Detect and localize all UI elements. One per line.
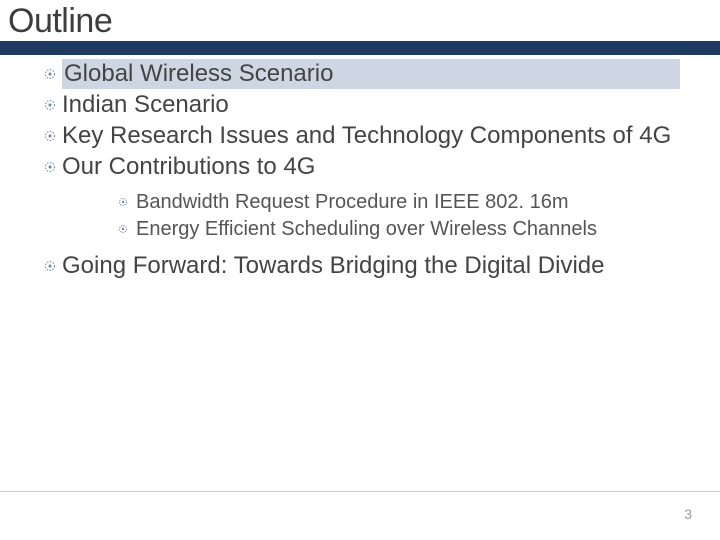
bullet-icon xyxy=(40,59,62,89)
slide: Outline Global Wireless Scenario Indian … xyxy=(0,0,720,540)
outline-item: Our Contributions to 4G xyxy=(40,152,712,182)
bullet-icon xyxy=(40,251,62,281)
bullet-icon xyxy=(40,152,62,182)
footer-divider xyxy=(0,491,720,492)
outline-item: Key Research Issues and Technology Compo… xyxy=(40,121,712,151)
outline-item-text: Indian Scenario xyxy=(62,90,229,120)
outline-item-text: Going Forward: Towards Bridging the Digi… xyxy=(62,251,604,281)
outline-item: Going Forward: Towards Bridging the Digi… xyxy=(40,251,712,281)
bullet-icon xyxy=(116,189,136,215)
bullet-icon xyxy=(40,90,62,120)
outline-item-text: Our Contributions to 4G xyxy=(62,152,315,182)
outline-subitem-text: Energy Efficient Scheduling over Wireles… xyxy=(136,216,597,242)
content-area: Global Wireless Scenario Indian Scenario… xyxy=(0,55,720,281)
outline-subitem: Bandwidth Request Procedure in IEEE 802.… xyxy=(116,189,704,215)
outline-subitem: Energy Efficient Scheduling over Wireles… xyxy=(116,216,704,242)
page-number: 3 xyxy=(684,506,692,522)
outline-item: Global Wireless Scenario xyxy=(40,59,712,89)
bullet-icon xyxy=(40,121,62,151)
outline-item: Indian Scenario xyxy=(40,90,712,120)
bullet-icon xyxy=(116,216,136,242)
outline-subitem-text: Bandwidth Request Procedure in IEEE 802.… xyxy=(136,189,568,215)
outline-item-text: Global Wireless Scenario xyxy=(64,60,333,87)
sub-list: Bandwidth Request Procedure in IEEE 802.… xyxy=(40,183,712,251)
title-bar xyxy=(0,41,720,55)
outline-item-text: Key Research Issues and Technology Compo… xyxy=(62,121,671,151)
slide-title: Outline xyxy=(0,0,720,41)
